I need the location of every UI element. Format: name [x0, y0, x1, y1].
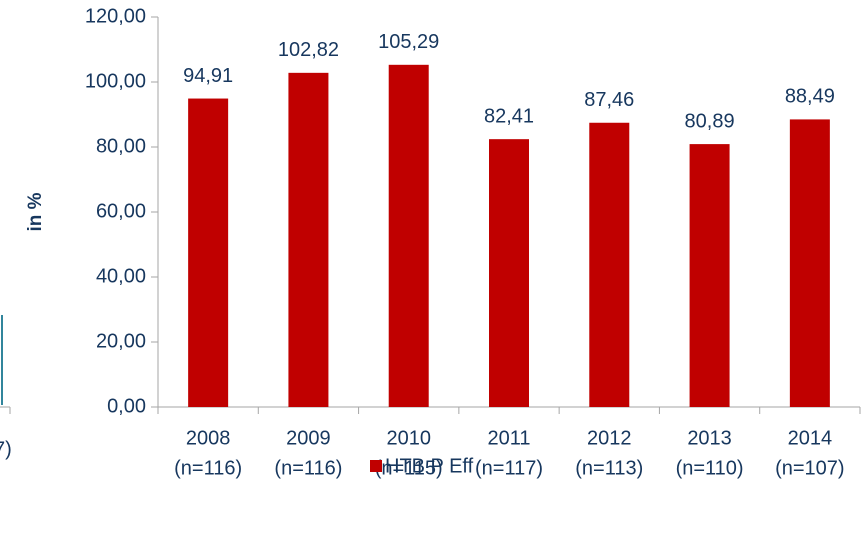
legend-swatch	[370, 460, 382, 472]
value-label: 94,91	[183, 65, 233, 87]
x-tick-label: (n=107)	[775, 457, 845, 479]
bar	[288, 72, 329, 408]
y-tick-label: 40,00	[96, 265, 146, 287]
bar	[388, 64, 429, 408]
fragment-label: 7)	[0, 438, 12, 460]
value-label: 87,46	[584, 89, 634, 111]
bar	[188, 98, 229, 407]
y-tick-label: 0,00	[107, 395, 146, 417]
x-tick-label: 2013	[687, 427, 732, 449]
value-label: 80,89	[685, 110, 735, 132]
x-tick-label: (n=110)	[676, 457, 744, 479]
x-tick-label: (n=113)	[575, 457, 643, 479]
x-tick-label: (n=116)	[274, 457, 342, 479]
value-label: 82,41	[484, 105, 534, 127]
value-label: 102,82	[278, 39, 339, 61]
y-tick-label: 120,00	[85, 5, 146, 27]
bar	[589, 122, 630, 407]
value-label: 105,29	[378, 31, 439, 53]
x-tick-label: 2012	[587, 427, 632, 449]
value-label: 88,49	[785, 86, 835, 108]
legend-label: HTB P Eff	[385, 455, 474, 477]
x-tick-label: 2011	[487, 427, 530, 449]
x-tick-label: 2014	[788, 427, 833, 449]
y-axis-title: in %	[25, 192, 46, 231]
bar	[789, 119, 830, 407]
x-tick-label: (n=116)	[174, 457, 242, 479]
bar	[689, 144, 730, 408]
x-tick-label: 2010	[386, 427, 431, 449]
bar	[489, 139, 529, 408]
y-tick-label: 100,00	[85, 70, 146, 92]
x-tick-label: 2009	[286, 427, 331, 449]
y-tick-label: 20,00	[96, 330, 146, 352]
x-tick-label: (n=115)	[375, 457, 443, 479]
y-tick-label: 80,00	[96, 135, 146, 157]
x-tick-label: 2008	[186, 427, 231, 449]
x-tick-label: (n=117)	[475, 457, 543, 479]
y-tick-label: 60,00	[96, 200, 146, 222]
